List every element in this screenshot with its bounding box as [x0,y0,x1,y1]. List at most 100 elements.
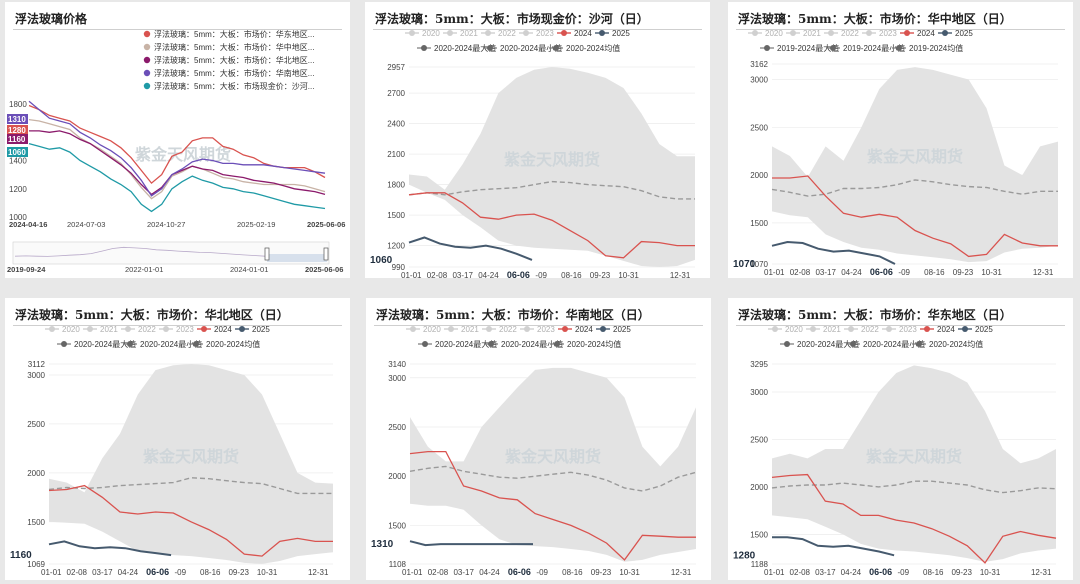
legend-marker [143,43,151,51]
y-tick-label: 2500 [750,123,768,132]
legend-marker [485,30,491,36]
legend-marker [524,326,530,332]
x-tick-label: 03-17 [92,568,113,577]
legend-year-label: 2025 [955,29,973,38]
y-tick-label: 2957 [387,63,405,72]
x-tick-label: 08-16 [924,268,945,277]
legend-marker [850,341,856,347]
legend-marker [486,326,492,332]
x-tick-label: 01-01 [401,271,422,278]
min-max-band [49,364,333,564]
y-tick-label: 3000 [750,75,768,84]
y-tick-label: 2000 [388,472,406,481]
y-tick-label: 1069 [27,560,45,569]
legend-marker [896,45,902,51]
legend-label: 浮法玻璃：5mm：大板：市场价：华南地区... [154,68,314,78]
legend-marker [87,326,93,332]
legend-stat-label: 2020-2024均值 [566,43,620,53]
legend-marker [790,30,796,36]
legend-stat-label: 2020-2024最小值 [140,339,202,349]
x-tick-label: 06-06 [507,270,530,278]
east-chart: 2020 2021 2022 2023 2024 2025 2020-2024最大值 2020… [733,325,1057,577]
central-chart: 2020 2021 2022 2023 2024 2025 2019-2024最大值 2019… [733,29,1058,277]
x-tick-label: 12-31 [670,271,691,278]
x-tick-label: 06-06 [870,267,893,277]
legend-year-label: 2025 [975,325,993,334]
x-tick-label: 09-23 [591,568,612,577]
legend-marker [866,30,872,36]
legend-marker [143,30,151,38]
legend-marker [125,326,131,332]
legend-marker [409,30,415,36]
x-tick-label: 03-17 [815,268,836,277]
legend-year-label: 2023 [879,29,897,38]
legend-year-label: 2021 [460,29,478,38]
legend-marker [924,326,930,332]
legend-year-label: 2022 [138,325,156,334]
legend-stat-label: 2019-2024均值 [909,43,963,53]
x-tick-label: 06-06 [508,567,531,577]
x-tick-label: 12-31 [308,568,329,577]
legend-year-label: 2025 [613,325,631,334]
x-tick-label: 04-24 [841,568,862,577]
legend-marker [942,30,948,36]
average-line [771,179,1058,197]
x-tick-label: 02-08 [427,271,448,278]
watermark: 紫金天风期货 [504,150,600,169]
series-2024-line [408,192,695,259]
legend-stat-label: 2020-2024均值 [206,339,260,349]
x-tick-label: -09 [535,271,547,278]
y-tick-label: 2000 [750,171,768,180]
min-max-band [410,367,696,562]
y-tick-label: 1800 [9,100,27,109]
legend-year-label: 2020 [62,325,80,334]
legend-marker [523,30,529,36]
legend-year-label: 2024 [575,325,593,334]
x-tick-label: 08-16 [561,271,582,278]
y-tick-label: 1500 [750,530,768,539]
legend-marker [810,326,816,332]
x-tick-label: 01-01 [764,268,785,277]
x-tick-label: 01-01 [402,568,423,577]
legend-marker [916,341,922,347]
north-chart: 2020 2021 2022 2023 2024 2025 2020-2024最大值 2020… [10,325,333,577]
x-tick-label: 08-16 [562,568,583,577]
x-tick-label: 09-23 [228,568,249,577]
legend-marker [143,56,151,64]
legend-year-label: 2024 [917,29,935,38]
title-rule [13,29,342,30]
x-tick-label: 04-24 [118,568,139,577]
south-panel: 浮法玻璃：5mm：大板：市场价：华南地区（日） 2020 2021 2022 2023… [366,298,711,580]
x-tick-label: 04-24 [478,271,499,278]
range-navigator [12,241,330,265]
y-tick-label: 1188 [751,560,769,569]
legend-marker [448,326,454,332]
legend-stat-label: 2020-2024最小值 [501,339,563,349]
legend-stat-label: 2020-2024最大值 [434,43,496,53]
legend-marker [848,326,854,332]
legend-marker [828,30,834,36]
end-value-badge [7,114,28,124]
overview-series-line [28,100,326,197]
legend-marker [562,326,568,332]
legend-marker [553,45,559,51]
x-tick-label: 02-08 [790,268,811,277]
watermark: 紫金天风期货 [143,447,239,466]
legend-year-label: 2023 [176,325,194,334]
end-value-badge [7,147,28,157]
current-value-label: 1060 [370,255,393,266]
legend-year-label: 2023 [899,325,917,334]
legend-year-label: 2022 [841,29,859,38]
legend-year-label: 2023 [537,325,555,334]
y-tick-label: 3000 [27,371,45,380]
shahe-chart: 2020 2021 2022 2023 2024 2025 2020-2024最大值 2020… [370,29,695,278]
y-tick-label: 1500 [27,518,45,527]
legend-year-label: 2021 [803,29,821,38]
x-tick-label: 12-31 [1033,268,1054,277]
x-tick-label: 03-17 [815,568,836,577]
x-tick-label: -09 [897,568,909,577]
y-tick-label: 2500 [388,423,406,432]
y-tick-label: 1070 [750,260,768,269]
east-panel: 浮法玻璃：5mm：大板：市场价：华东地区（日） 2020 2021 2022 2023… [728,298,1073,580]
legend-label: 浮法玻璃：5mm：大板：市场价：华东地区... [154,29,314,39]
